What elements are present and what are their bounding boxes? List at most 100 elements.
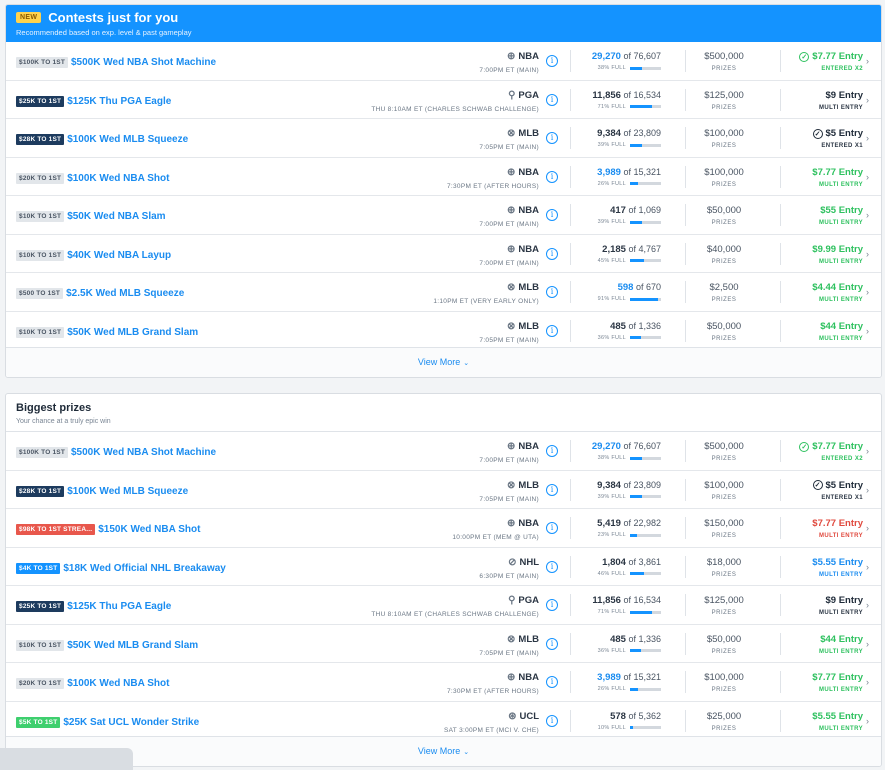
contest-row[interactable]: $20K TO 1ST $100K Wed NBA Shot ⊕ NBA 7:30PM …	[6, 158, 881, 196]
contest-row[interactable]: $100K TO 1ST $500K Wed NBA Shot Machine ⊕ N…	[6, 42, 881, 81]
contest-name-link[interactable]: $500K Wed NBA Shot Machine	[71, 447, 217, 458]
contest-row[interactable]: $98K TO 1ST STREA... $150K Wed NBA Shot ⊕ N…	[6, 509, 881, 548]
contest-row[interactable]: $25K TO 1ST $125K Thu PGA Eagle ⚲ PGA THU 8:…	[6, 586, 881, 625]
contest-row[interactable]: $10K TO 1ST $50K Wed MLB Grand Slam ⊗ MLB 7:…	[6, 625, 881, 663]
chevron-right-icon[interactable]: ›	[866, 638, 869, 649]
contest-name-cell[interactable]: $5K TO 1ST $25K Sat UCL Wonder Strike	[16, 716, 200, 728]
info-icon[interactable]: i	[546, 170, 558, 183]
contest-row[interactable]: $28K TO 1ST $100K Wed MLB Squeeze ⊗ MLB 7:05…	[6, 119, 881, 158]
contest-row[interactable]: $4K TO 1ST $18K Wed Official NHL Breakawa…	[6, 548, 881, 586]
info-icon[interactable]: i	[546, 599, 558, 611]
entry-button[interactable]: $7.77 Entry MULTI ENTRY	[812, 167, 863, 188]
info-icon[interactable]: i	[546, 676, 558, 688]
entry-button[interactable]: $9 Entry MULTI ENTRY	[819, 90, 863, 111]
chevron-right-icon[interactable]: ›	[866, 715, 869, 726]
info-icon[interactable]: i	[546, 560, 558, 573]
contest-name-cell[interactable]: $28K TO 1ST $100K Wed MLB Squeeze	[16, 485, 189, 497]
contest-name-cell[interactable]: $100K TO 1ST $500K Wed NBA Shot Machine	[16, 447, 216, 458]
contest-name-link[interactable]: $500K Wed NBA Shot Machine	[71, 57, 217, 68]
entry-fee: $5 Entry	[825, 479, 864, 491]
entry-button[interactable]: ✓ $5 Entry ENTERED X1	[812, 128, 863, 149]
contest-row[interactable]: $25K TO 1ST $125K Thu PGA Eagle ⚲ PGA THU 8:…	[6, 81, 881, 119]
info-icon[interactable]: i	[546, 483, 558, 496]
contest-name-cell[interactable]: $4K TO 1ST $18K Wed Official NHL Breakawa…	[16, 562, 226, 574]
entry-button[interactable]: $9.99 Entry MULTI ENTRY	[812, 244, 863, 265]
entry-button[interactable]: $7.77 Entry MULTI ENTRY	[812, 518, 863, 539]
contest-row[interactable]: $100K TO 1ST $500K Wed NBA Shot Machine ⊕ N…	[6, 432, 881, 471]
chevron-right-icon[interactable]: ›	[866, 523, 869, 533]
chevron-right-icon[interactable]: ›	[866, 446, 869, 456]
entry-button[interactable]: ✓ $5 Entry ENTERED X1	[812, 479, 864, 501]
chevron-right-icon[interactable]: ›	[866, 325, 869, 336]
chevron-right-icon[interactable]: ›	[866, 171, 869, 182]
contest-name-link[interactable]: $50K Wed MLB Grand Slam	[67, 639, 199, 651]
info-icon[interactable]: i	[546, 714, 558, 727]
contest-name-cell[interactable]: $28K TO 1ST $100K Wed MLB Squeeze	[16, 134, 188, 145]
contest-row[interactable]: $5K TO 1ST $25K Sat UCL Wonder Strike ⊛ UCL…	[6, 702, 881, 741]
info-icon[interactable]: i	[546, 522, 558, 534]
entry-button[interactable]: $4.44 Entry MULTI ENTRY	[812, 282, 863, 303]
contest-name-link[interactable]: $2.5K Wed MLB Squeeze	[66, 288, 185, 299]
contest-name-link[interactable]: $100K Wed NBA Shot	[67, 172, 170, 184]
contest-name-cell[interactable]: $10K TO 1ST $50K Wed MLB Grand Slam	[16, 326, 199, 338]
view-more-button[interactable]: View More ⌄	[6, 347, 881, 377]
contest-name-cell[interactable]: $98K TO 1ST STREA... $150K Wed NBA Shot	[16, 524, 200, 535]
chevron-right-icon[interactable]: ›	[866, 248, 869, 259]
info-icon[interactable]: i	[546, 247, 558, 260]
entry-button[interactable]: $5.55 Entry MULTI ENTRY	[812, 557, 863, 578]
info-icon[interactable]: i	[546, 286, 558, 298]
info-icon[interactable]: i	[546, 209, 558, 221]
contest-name-cell[interactable]: $20K TO 1ST $100K Wed NBA Shot	[16, 172, 170, 184]
entry-button[interactable]: $5.55 Entry MULTI ENTRY	[812, 711, 863, 732]
contest-name-link[interactable]: $25K Sat UCL Wonder Strike	[63, 716, 200, 728]
view-more-button[interactable]: View More ⌄	[6, 736, 881, 766]
contest-name-link[interactable]: $100K Wed MLB Squeeze	[67, 134, 189, 145]
entry-button[interactable]: $9 Entry MULTI ENTRY	[819, 595, 863, 616]
contest-row[interactable]: $28K TO 1ST $100K Wed MLB Squeeze ⊗ MLB 7:05…	[6, 471, 881, 509]
entry-button[interactable]: $55 Entry MULTI ENTRY	[819, 205, 863, 226]
chevron-right-icon[interactable]: ›	[866, 210, 869, 220]
contest-row[interactable]: $10K TO 1ST $40K Wed NBA Layup ⊕ NBA 7:00PM …	[6, 235, 881, 273]
contest-name-link[interactable]: $50K Wed NBA Slam	[67, 211, 166, 222]
chevron-right-icon[interactable]: ›	[866, 561, 869, 572]
contest-name-cell[interactable]: $10K TO 1ST $50K Wed MLB Grand Slam	[16, 639, 199, 651]
chevron-right-icon[interactable]: ›	[866, 600, 869, 610]
contest-name-link[interactable]: $40K Wed NBA Layup	[67, 249, 172, 261]
contest-name-link[interactable]: $150K Wed NBA Shot	[98, 524, 201, 535]
info-icon[interactable]: i	[546, 324, 558, 337]
chevron-right-icon[interactable]: ›	[866, 287, 869, 297]
entry-button[interactable]: $44 Entry MULTI ENTRY	[819, 634, 863, 655]
info-icon[interactable]: i	[546, 132, 558, 144]
contest-name-link[interactable]: $100K Wed NBA Shot	[67, 678, 170, 689]
entry-button[interactable]: ✓ $7.77 Entry ENTERED X2	[799, 441, 863, 462]
contest-name-link[interactable]: $50K Wed MLB Grand Slam	[67, 326, 199, 338]
contest-name-link[interactable]: $125K Thu PGA Eagle	[67, 601, 172, 612]
entry-button[interactable]: ✓ $7.77 Entry ENTERED X2	[799, 51, 863, 72]
contest-name-cell[interactable]: $20K TO 1ST $100K Wed NBA Shot	[16, 678, 169, 689]
contest-row[interactable]: $500 TO 1ST $2.5K Wed MLB Squeeze ⊗ MLB 1:10…	[6, 273, 881, 312]
chevron-right-icon[interactable]: ›	[866, 677, 869, 687]
bottom-tab[interactable]	[0, 748, 133, 770]
contest-name-cell[interactable]: $10K TO 1ST $40K Wed NBA Layup	[16, 249, 172, 261]
contest-name-cell[interactable]: $25K TO 1ST $125K Thu PGA Eagle	[16, 601, 171, 612]
contest-row[interactable]: $20K TO 1ST $100K Wed NBA Shot ⊕ NBA 7:30PM …	[6, 663, 881, 702]
contest-row[interactable]: $10K TO 1ST $50K Wed NBA Slam ⊕ NBA 7:00PM E…	[6, 196, 881, 235]
contest-name-cell[interactable]: $500 TO 1ST $2.5K Wed MLB Squeeze	[16, 288, 184, 299]
info-icon[interactable]: i	[546, 55, 558, 67]
contest-row[interactable]: $10K TO 1ST $50K Wed MLB Grand Slam ⊗ MLB 7:…	[6, 312, 881, 351]
chevron-right-icon[interactable]: ›	[866, 133, 869, 143]
contest-name-cell[interactable]: $10K TO 1ST $50K Wed NBA Slam	[16, 211, 166, 222]
chevron-right-icon[interactable]: ›	[866, 94, 869, 105]
contest-name-link[interactable]: $18K Wed Official NHL Breakaway	[63, 562, 226, 574]
contest-name-cell[interactable]: $25K TO 1ST $125K Thu PGA Eagle	[16, 95, 172, 107]
info-icon[interactable]: i	[546, 445, 558, 457]
chevron-right-icon[interactable]: ›	[866, 56, 869, 66]
entry-button[interactable]: $44 Entry MULTI ENTRY	[819, 321, 863, 342]
contest-name-link[interactable]: $100K Wed MLB Squeeze	[67, 485, 189, 497]
contest-name-link[interactable]: $125K Thu PGA Eagle	[67, 95, 172, 107]
chevron-right-icon[interactable]: ›	[866, 484, 869, 495]
info-icon[interactable]: i	[546, 93, 558, 106]
info-icon[interactable]: i	[546, 637, 558, 650]
contest-name-cell[interactable]: $100K TO 1ST $500K Wed NBA Shot Machine	[16, 57, 216, 68]
entry-button[interactable]: $7.77 Entry MULTI ENTRY	[812, 672, 863, 693]
